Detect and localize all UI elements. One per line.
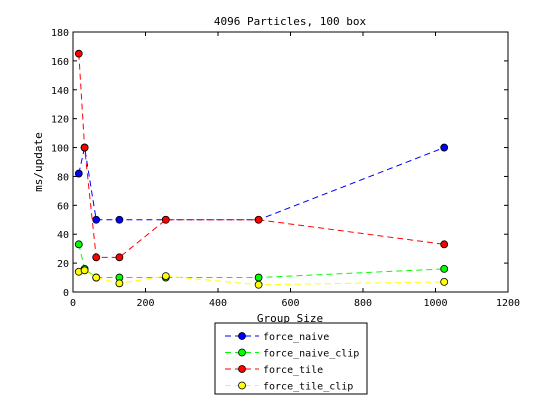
y-tick-label: 60: [57, 201, 69, 212]
x-tick-label: 400: [209, 298, 227, 309]
y-tick-label: 100: [51, 144, 69, 155]
data-point: [74, 49, 83, 58]
legend-label: force_naive_clip: [263, 349, 359, 360]
x-tick-label: 800: [354, 298, 372, 309]
chart-title: 4096 Particles, 100 box: [214, 15, 367, 28]
data-point: [74, 240, 83, 249]
plot-area: 0 200 400 600 800 1000 1200 0 20 40 60 80 100 120 140 1…: [51, 28, 520, 309]
data-point: [254, 280, 263, 289]
series-line: [78, 147, 445, 221]
data-point: [440, 143, 449, 152]
data-point: [115, 215, 124, 224]
legend-item: force_tile: [225, 365, 323, 376]
legend-item: force_naive: [225, 332, 329, 343]
data-point: [74, 169, 83, 178]
data-point: [80, 143, 89, 152]
y-tick-label: 40: [57, 230, 69, 241]
y-tick-label: 160: [51, 57, 69, 68]
x-tick-label: 200: [136, 298, 154, 309]
y-tick-label: 0: [63, 288, 69, 299]
y-axis-label: ms/update: [32, 132, 45, 192]
data-point: [92, 273, 101, 282]
data-point: [80, 266, 89, 275]
legend-label: force_tile_clip: [263, 382, 353, 393]
legend-marker: [238, 365, 246, 373]
legend-marker: [238, 348, 246, 357]
series-force_tile_clip: [74, 266, 449, 289]
y-tick-label: 120: [51, 115, 69, 126]
y-tick-label: 140: [51, 86, 69, 97]
series-force_tile: [74, 49, 449, 262]
data-point: [115, 279, 124, 288]
legend: force_naive force_naive_clip force_tilefor…: [214, 322, 368, 395]
legend-item: force_naive_clip: [225, 349, 359, 360]
y-tick-label: 20: [57, 259, 69, 270]
x-axis-label: Group Size: [257, 312, 323, 325]
series-line: [78, 53, 445, 258]
x-tick-label: 600: [281, 298, 299, 309]
axes-frame: [72, 31, 509, 293]
data-point: [440, 264, 449, 273]
y-tick-label: 80: [57, 172, 69, 183]
data-point: [92, 253, 101, 262]
x-tick-label: 0: [70, 298, 76, 309]
data-point: [161, 215, 170, 224]
data-point: [92, 215, 101, 224]
data-point: [254, 215, 263, 224]
data-point: [440, 277, 449, 286]
x-tick-label: 1000: [423, 298, 447, 309]
legend-marker: [238, 332, 246, 340]
series-line: [78, 244, 445, 279]
legend-item: force_tile_clip: [225, 382, 353, 393]
legend-label: force_naive: [263, 332, 329, 343]
legend-label: force_tile: [263, 365, 323, 376]
data-point: [115, 253, 124, 262]
x-tick-label: 1200: [496, 298, 520, 309]
series-force_naive: [74, 143, 449, 224]
legend-marker: [238, 381, 246, 390]
data-point: [161, 272, 170, 281]
data-point: [254, 273, 263, 282]
y-tick-label: 180: [51, 28, 69, 39]
data-point: [440, 240, 449, 249]
series-force_naive_clip: [74, 240, 449, 282]
